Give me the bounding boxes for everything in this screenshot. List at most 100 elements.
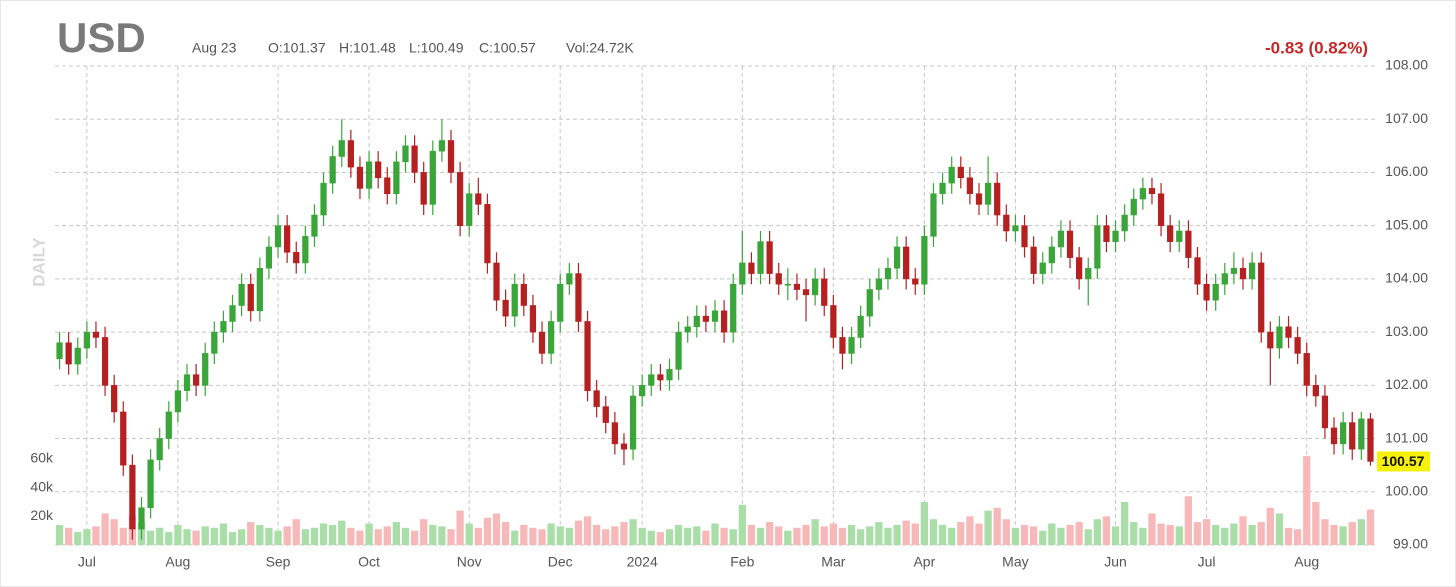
volume-bar bbox=[447, 529, 455, 545]
candle-body bbox=[1167, 225, 1174, 242]
candle-body bbox=[639, 385, 646, 397]
candle-body bbox=[511, 283, 518, 317]
candle-body bbox=[293, 251, 300, 264]
volume-bar bbox=[174, 524, 182, 545]
volume-bar bbox=[292, 519, 300, 545]
volume-bar bbox=[1303, 456, 1311, 545]
candle-body bbox=[92, 331, 100, 338]
volume-bar bbox=[847, 524, 856, 545]
candle-body bbox=[784, 283, 791, 286]
volume-bar bbox=[538, 529, 546, 545]
volume-bar bbox=[857, 529, 865, 545]
volume-bar bbox=[301, 529, 309, 545]
volume-bar bbox=[693, 526, 701, 545]
candle-body bbox=[548, 321, 555, 354]
volume-bar bbox=[210, 527, 218, 545]
candle-body bbox=[1139, 188, 1146, 200]
y-tick-label: 102.00 bbox=[1385, 376, 1428, 392]
volume-bar bbox=[401, 527, 410, 545]
candle-body bbox=[593, 390, 600, 407]
candle-body bbox=[575, 273, 582, 322]
candle-body bbox=[402, 145, 409, 163]
volume-bar bbox=[310, 527, 319, 545]
volume-bar bbox=[456, 510, 464, 545]
candle-body bbox=[912, 278, 919, 285]
x-tick-label: Aug bbox=[1294, 554, 1319, 570]
candle-body bbox=[1039, 262, 1046, 274]
volume-bar bbox=[1184, 496, 1193, 545]
volume-bar bbox=[1029, 526, 1038, 545]
volume-bar bbox=[420, 519, 428, 545]
volume-bar bbox=[556, 526, 564, 545]
candle-body bbox=[1358, 418, 1365, 450]
x-tick-label: Oct bbox=[358, 554, 380, 570]
candle-body bbox=[1340, 422, 1347, 445]
candles bbox=[56, 119, 1374, 540]
volume-bar bbox=[1066, 524, 1074, 545]
volume-bar bbox=[146, 530, 155, 545]
candle-body bbox=[839, 337, 846, 354]
volume-bar bbox=[329, 524, 337, 545]
volume-bar bbox=[465, 523, 473, 545]
volume-bar bbox=[957, 522, 965, 545]
volume-bar bbox=[501, 522, 510, 545]
volume-bar bbox=[684, 527, 692, 545]
candle-body bbox=[338, 140, 345, 157]
volume-bar bbox=[574, 520, 583, 545]
volume-bar bbox=[1048, 523, 1056, 545]
volume-bar bbox=[1020, 524, 1029, 545]
candle-body bbox=[202, 353, 209, 386]
x-tick-label: Jun bbox=[1104, 554, 1127, 570]
candle-body bbox=[848, 337, 855, 354]
candle-body bbox=[1103, 225, 1110, 242]
volume-bar bbox=[256, 524, 264, 545]
volume-bar bbox=[1202, 519, 1211, 545]
volume-tick-label: 20k bbox=[30, 507, 54, 523]
volume-bar bbox=[237, 529, 246, 545]
candle-body bbox=[356, 166, 364, 189]
candle-body bbox=[748, 262, 755, 274]
last-price-label: 100.57 bbox=[1382, 453, 1425, 469]
volume-bar bbox=[74, 532, 82, 545]
candle-body bbox=[720, 310, 728, 333]
volume-bar bbox=[629, 519, 637, 545]
candle-body bbox=[1148, 188, 1156, 195]
candle-body bbox=[74, 347, 81, 365]
candle-body bbox=[302, 236, 309, 264]
symbol: USD bbox=[57, 14, 146, 61]
volume-bar bbox=[647, 530, 655, 545]
candle-body bbox=[475, 193, 482, 205]
volume-bar bbox=[674, 524, 683, 545]
volume-bar bbox=[83, 529, 91, 545]
candle-body bbox=[1303, 353, 1310, 386]
candle-body bbox=[1057, 230, 1065, 248]
y-tick-label: 106.00 bbox=[1385, 163, 1428, 179]
volume-bar bbox=[747, 524, 756, 545]
candle-body bbox=[247, 283, 254, 312]
volume-bar bbox=[438, 526, 446, 545]
volume-bar bbox=[611, 526, 619, 545]
volume-bar bbox=[119, 527, 127, 545]
volume-bar bbox=[1212, 524, 1220, 545]
volume-bar bbox=[1121, 502, 1129, 545]
volume-bar bbox=[1075, 522, 1083, 545]
volume-bar bbox=[383, 526, 391, 545]
volume-bar bbox=[966, 516, 974, 545]
volume-bar bbox=[183, 529, 191, 545]
volume-bar bbox=[1248, 524, 1256, 545]
candle-body bbox=[994, 182, 1001, 216]
volume-bar bbox=[392, 522, 401, 545]
volume-bar bbox=[784, 530, 792, 545]
candle-body bbox=[420, 172, 427, 205]
candle-body bbox=[429, 150, 436, 205]
volume-bar bbox=[374, 529, 382, 545]
volume-bar bbox=[492, 513, 501, 545]
volume-bar bbox=[474, 527, 482, 545]
last-price-box bbox=[1377, 451, 1430, 472]
volume-bar bbox=[1293, 529, 1302, 545]
candle-body bbox=[1285, 326, 1292, 338]
volume-bar bbox=[110, 519, 118, 545]
